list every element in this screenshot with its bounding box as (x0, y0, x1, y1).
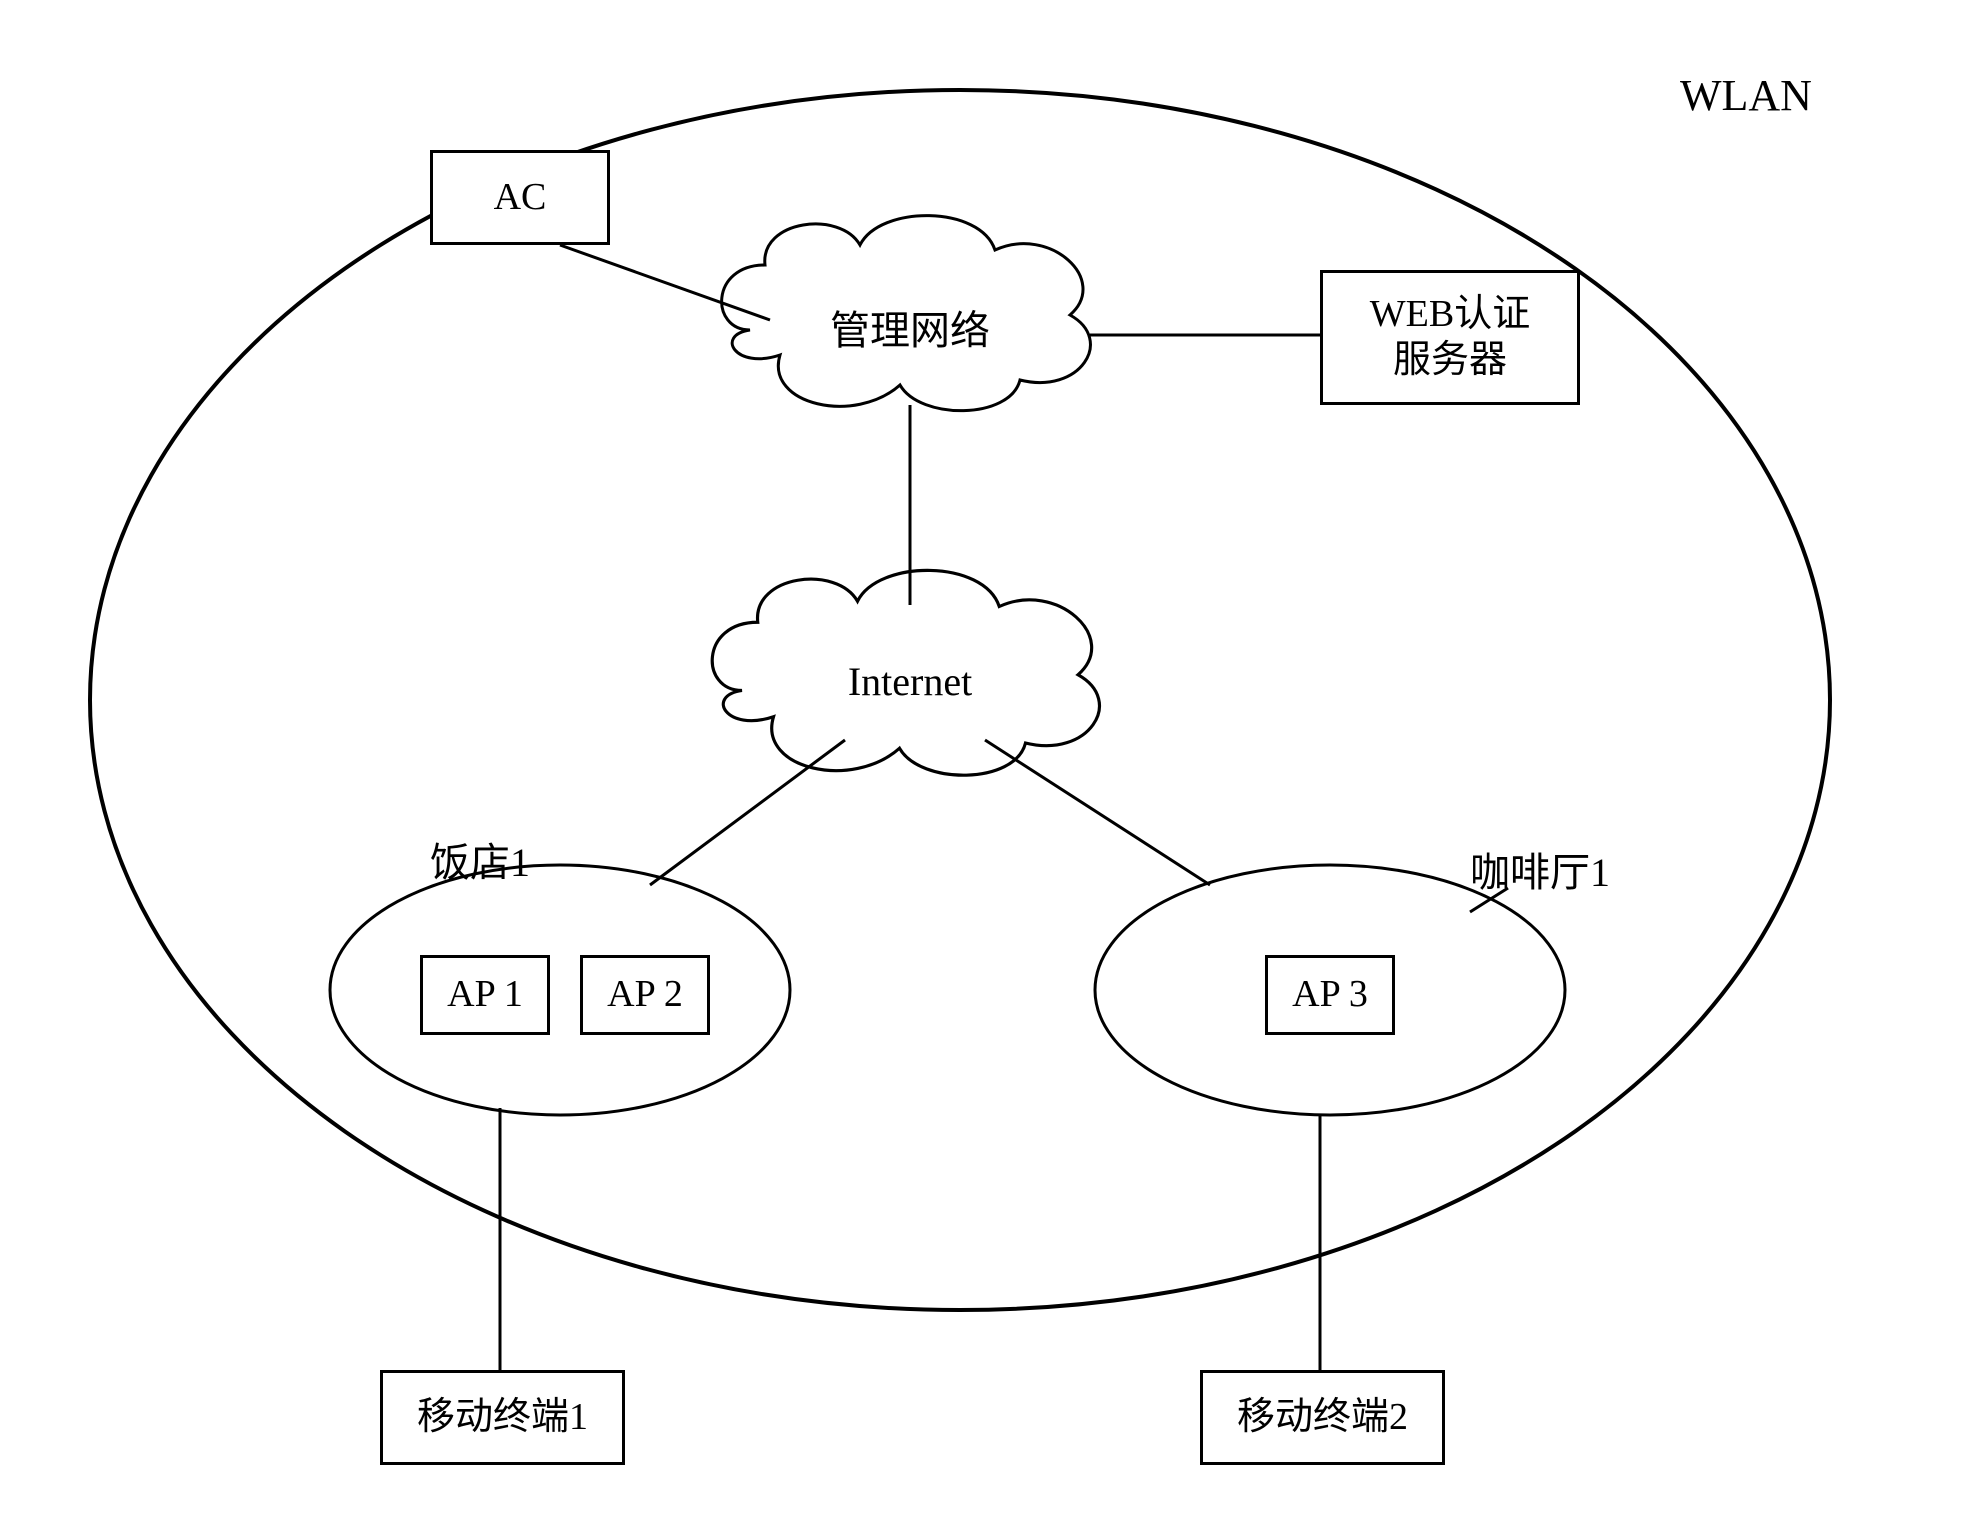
terminal1-node: 移动终端1 (380, 1370, 625, 1465)
ac-node: AC (430, 150, 610, 245)
terminal2-node: 移动终端2 (1200, 1370, 1445, 1465)
coffee-label: 咖啡厅1 (1470, 840, 1610, 898)
hotel-label: 饭店1 (430, 830, 530, 888)
mgmt-cloud-label: 管理网络 (820, 298, 1000, 356)
edges (500, 245, 1508, 1370)
diagram-canvas: WLAN AC WEB认证 服务器 管理网络 Internet 饭店1 咖啡厅1… (0, 0, 1984, 1532)
wlan-label: WLAN (1680, 70, 1812, 121)
hotel-ellipse (330, 865, 790, 1115)
ap1-node: AP 1 (420, 955, 550, 1035)
web-auth-node: WEB认证 服务器 (1320, 270, 1580, 405)
diagram-svg (0, 0, 1984, 1532)
ap2-node: AP 2 (580, 955, 710, 1035)
internet-cloud-label: Internet (820, 658, 1000, 705)
ap3-node: AP 3 (1265, 955, 1395, 1035)
